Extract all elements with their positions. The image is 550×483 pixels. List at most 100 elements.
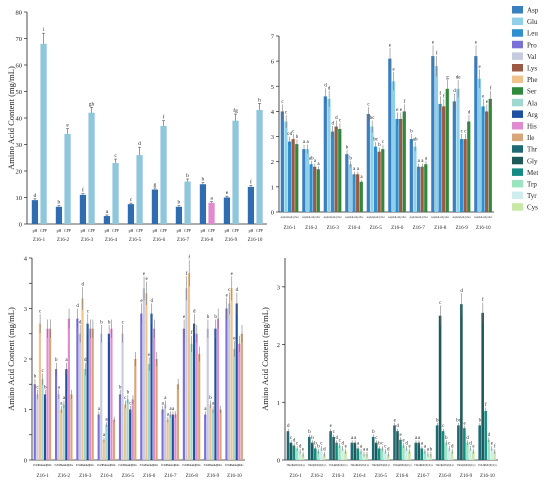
series-sub-label: His — [216, 464, 220, 467]
significance-letter: a — [169, 407, 172, 412]
y-tick-label: 2 — [277, 342, 280, 349]
series-sub-label: Asp — [431, 216, 436, 219]
legend-label-trp: Trp — [527, 181, 537, 189]
legend-label-lys: Lys — [527, 65, 537, 73]
bar-ser — [402, 111, 406, 212]
series-sub-label: Trp — [338, 464, 342, 467]
significance-letter: c — [439, 301, 442, 306]
series-sub-label: Ser — [360, 216, 364, 219]
series-sub-label: Glu — [456, 216, 461, 219]
bar-gly — [396, 431, 399, 460]
significance-letter: d — [460, 289, 463, 294]
series-sub-label: Trp — [444, 464, 448, 467]
bar-val — [164, 404, 167, 460]
significance-letter: d — [79, 320, 82, 325]
bar-pro — [161, 409, 164, 460]
bar-arg — [107, 333, 110, 460]
sub-label: CPP — [208, 229, 215, 233]
legend-label-asp: Asp — [527, 7, 539, 15]
significance-letter: c — [375, 436, 378, 441]
series-sub-label: Lys — [313, 216, 317, 219]
significance-letter: b — [372, 430, 375, 435]
bar-ph — [127, 204, 135, 224]
bar-leu — [438, 103, 442, 212]
legend-swatch-glu — [512, 17, 523, 26]
significance-letter: e — [400, 433, 403, 438]
bar-lys — [334, 126, 338, 212]
bar-leu — [395, 118, 399, 212]
bar-val — [100, 333, 103, 460]
bar-ile — [91, 328, 94, 460]
series-sub-label: Ser — [403, 216, 407, 219]
bar-cpp — [136, 155, 143, 224]
series-sub-label: Pro — [54, 464, 58, 467]
bar-pro — [225, 308, 228, 460]
bar-cpp — [112, 163, 119, 224]
group-label: Z16-5 — [370, 226, 383, 231]
significance-letter: c — [124, 396, 127, 401]
sub-label: CPP — [112, 229, 119, 233]
significance-letter: a — [172, 407, 175, 412]
bar-thr — [478, 425, 481, 460]
significance-letter: a — [421, 442, 424, 447]
y-tick-label: 5 — [271, 84, 274, 91]
y-tick-label: 30 — [16, 142, 23, 149]
group-label: Z16-5 — [129, 238, 142, 243]
series-sub-label: Pro — [161, 464, 165, 467]
significance-letter: c — [87, 310, 90, 315]
bar-asp — [280, 111, 284, 212]
series-sub-label: Met — [441, 464, 445, 467]
series-sub-label: Val — [36, 464, 40, 467]
significance-letter: b — [34, 374, 37, 379]
series-sub-label: Gly — [289, 464, 294, 467]
bar-asp — [366, 113, 370, 212]
series-sub-label: Arg — [86, 464, 91, 467]
bar-leu — [459, 139, 464, 212]
series-sub-label: His — [174, 464, 178, 467]
series-sub-label: Tyr — [341, 464, 345, 467]
series-sub-label: Lys — [291, 216, 295, 219]
significance-letter: d — [387, 447, 390, 452]
bar-thr — [286, 431, 290, 460]
bar-gly — [438, 315, 442, 460]
series-sub-label: Val — [142, 464, 146, 467]
series-sub-label: Lys — [377, 216, 381, 219]
bar-asp — [431, 56, 435, 212]
series-sub-label: Trp — [381, 464, 385, 467]
series-sub-label: Lys — [442, 216, 446, 219]
series-sub-label: Asp — [345, 216, 350, 219]
series-sub-label: Arg — [192, 464, 197, 467]
significance-letter: b — [58, 200, 61, 206]
series-sub-label: Phe — [145, 464, 150, 467]
series-sub-label: Ser — [338, 216, 342, 219]
significance-letter: f — [250, 178, 252, 185]
significance-letter: f — [188, 256, 190, 261]
series-sub-label: Val — [185, 464, 189, 467]
legend-swatch-his — [512, 122, 523, 130]
significance-letter: e — [408, 444, 411, 449]
bar-phe — [38, 323, 41, 460]
series-sub-label: Leu — [438, 216, 443, 219]
bar-gly — [374, 442, 378, 460]
sub-label: pH — [57, 229, 62, 233]
sub-label: pH — [201, 229, 206, 233]
bar-ph — [103, 216, 111, 224]
significance-letter: c — [333, 430, 336, 435]
series-sub-label: Tyr — [405, 464, 409, 467]
bar-arg — [193, 323, 196, 460]
group-label: Z16-9 — [225, 238, 238, 243]
series-sub-label: Val — [206, 464, 210, 467]
bar-tyr — [362, 454, 366, 460]
series-sub-label: Ala — [41, 464, 46, 467]
sub-label: CPP — [184, 229, 191, 233]
series-sub-label: Gly — [353, 464, 358, 467]
significance-letter: a — [164, 396, 167, 401]
bar-lys — [291, 139, 295, 212]
significance-letter: gh — [89, 101, 95, 107]
significance-letter: a — [106, 209, 109, 215]
series-sub-label: Gly — [374, 464, 379, 467]
bar-arg — [65, 369, 68, 460]
series-sub-label: His — [238, 464, 242, 467]
series-sub-label: Ile — [241, 464, 245, 467]
bar-arg — [235, 303, 238, 460]
